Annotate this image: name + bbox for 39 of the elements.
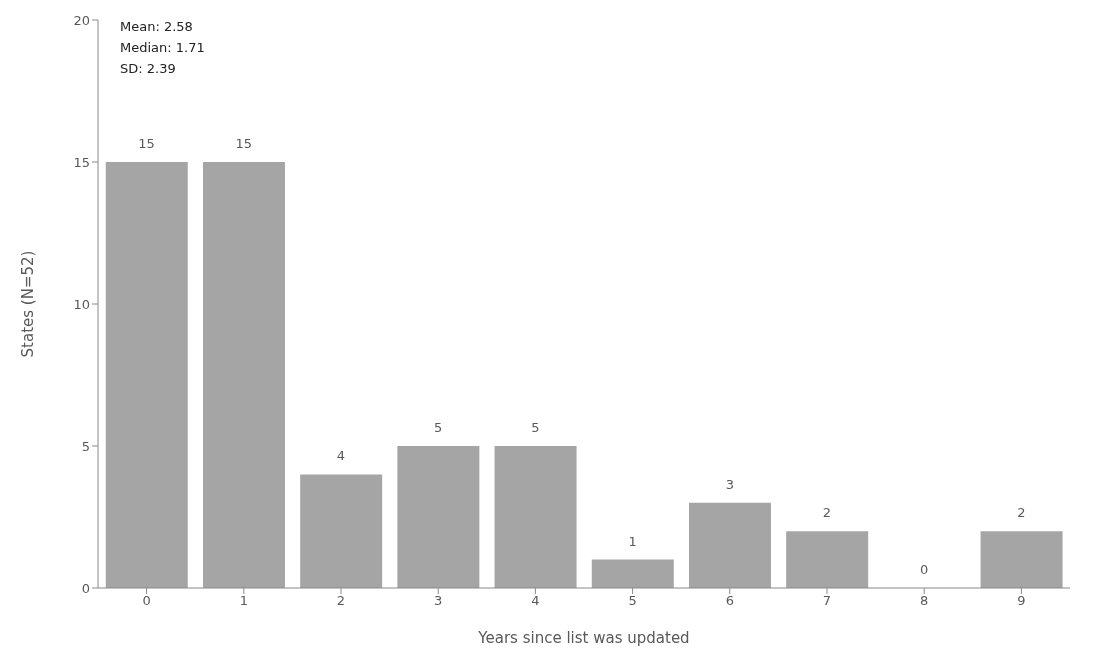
annotation: SD: 2.39: [120, 60, 177, 78]
bar: [980, 531, 1063, 588]
data-label: 1: [628, 533, 637, 549]
data-label: 4: [336, 448, 346, 464]
data-label: 0: [920, 562, 929, 577]
x-tick-label: 6: [725, 593, 734, 609]
data-label: 5: [531, 420, 540, 435]
data-label: 15: [235, 136, 253, 151]
y-tick-label: 5: [81, 438, 90, 454]
x-tick-label: 1: [239, 593, 248, 609]
y-tick-label: 0: [81, 580, 90, 596]
x-tick-label: 7: [822, 593, 832, 609]
data-label: 3: [725, 476, 734, 492]
x-tick-label: 3: [434, 593, 443, 609]
data-label: 2: [822, 505, 832, 521]
bar: [397, 446, 480, 588]
bar: [105, 162, 188, 588]
y-axis-title: States (N=52): [19, 250, 38, 358]
bar: [300, 474, 383, 588]
bar: [202, 162, 285, 588]
data-label: 2: [1017, 505, 1026, 521]
bar: [786, 531, 869, 588]
x-tick-label: 9: [1017, 593, 1026, 609]
x-tick-label: 8: [920, 593, 929, 609]
x-tick-label: 4: [531, 593, 540, 609]
data-label: 15: [138, 136, 155, 151]
x-axis-title: Years since list was updated: [477, 629, 690, 647]
x-tick-label: 0: [142, 593, 151, 609]
data-label: 5: [434, 420, 443, 435]
y-tick-label: 10: [73, 296, 90, 312]
annotation: Median: 1.71: [120, 39, 205, 57]
bar: [591, 559, 674, 588]
x-tick-label: 2: [336, 593, 346, 609]
y-tick-label: 15: [73, 154, 90, 170]
x-tick-label: 5: [628, 593, 637, 609]
bar: [688, 502, 771, 588]
bar: [494, 446, 577, 588]
annotation: Mean: 2.58: [120, 18, 194, 36]
y-tick-label: 20: [73, 12, 90, 28]
